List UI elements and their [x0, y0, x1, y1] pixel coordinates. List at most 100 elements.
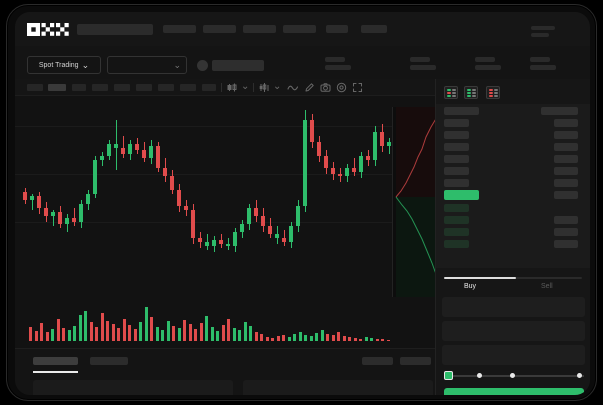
- chevron-down-icon: ⌄: [81, 59, 90, 70]
- order-total-input[interactable]: [442, 345, 585, 365]
- header-nav-item-2[interactable]: [203, 25, 236, 33]
- volume-bar: [298, 332, 302, 341]
- chevron-down-icon[interactable]: ⌄: [241, 81, 250, 92]
- candlestick-icon[interactable]: [227, 82, 238, 93]
- orderbook-bid-price[interactable]: [444, 204, 469, 212]
- orderbook-ask-price[interactable]: [444, 119, 469, 127]
- volume-bar: [238, 330, 241, 341]
- orderbook-ask-price[interactable]: [444, 131, 469, 139]
- indicators-icon[interactable]: [259, 82, 270, 93]
- header-nav-item-5[interactable]: [326, 25, 348, 33]
- bottom-panel-right[interactable]: [243, 380, 433, 395]
- tab-buy[interactable]: Buy: [464, 283, 477, 290]
- header-nav-item-3[interactable]: [243, 25, 276, 33]
- candle-body: [51, 212, 55, 216]
- volume-bar: [375, 339, 379, 341]
- orderbook-ask-price[interactable]: [444, 143, 469, 151]
- bottom-action-1[interactable]: [362, 357, 393, 365]
- stat-label-2: [410, 57, 430, 62]
- order-amount-input[interactable]: [442, 321, 585, 341]
- timeframe-8[interactable]: [180, 84, 196, 91]
- timeframe-1[interactable]: [27, 84, 43, 91]
- orderbook-bid-price[interactable]: [444, 228, 469, 236]
- submit-buy-button[interactable]: [444, 388, 584, 395]
- timeframe-2[interactable]: [48, 84, 66, 91]
- slider-handle[interactable]: [444, 371, 453, 380]
- header-search-box[interactable]: [77, 24, 153, 35]
- volume-bar: [62, 328, 65, 341]
- timeframe-7[interactable]: [158, 84, 174, 91]
- candle-body: [303, 120, 307, 206]
- orderbook-ask-price[interactable]: [444, 179, 469, 187]
- volume-bar: [386, 340, 390, 341]
- timeframe-4[interactable]: [92, 84, 108, 91]
- slider-mark-100[interactable]: [577, 373, 582, 378]
- order-book[interactable]: [436, 104, 590, 268]
- candle-body: [142, 150, 146, 158]
- volume-bar: [128, 325, 131, 341]
- candle-body: [282, 238, 286, 242]
- pencil-icon[interactable]: [304, 82, 315, 93]
- order-amount-slider[interactable]: [444, 371, 584, 381]
- bottom-action-2[interactable]: [400, 357, 431, 365]
- volume-bar: [40, 323, 43, 341]
- volume-bar: [216, 331, 219, 341]
- header-nav-item-4[interactable]: [283, 25, 316, 33]
- app-header: [15, 12, 590, 46]
- candle-wick: [354, 158, 355, 176]
- volume-bar: [166, 321, 170, 341]
- orderbook-bid-price[interactable]: [444, 240, 469, 248]
- candle-body: [79, 204, 83, 222]
- orderbook-ask-price[interactable]: [444, 167, 469, 175]
- camera-icon[interactable]: [320, 82, 331, 93]
- order-form: [436, 297, 590, 369]
- fullscreen-icon[interactable]: [352, 82, 363, 93]
- candle-body: [289, 226, 293, 242]
- volume-bar: [249, 326, 252, 341]
- volume-bar: [315, 333, 318, 341]
- chevron-down-icon[interactable]: ⌄: [273, 81, 282, 92]
- bottom-panel-left[interactable]: [33, 380, 233, 395]
- volume-bar: [139, 322, 142, 341]
- candle-body: [23, 192, 27, 200]
- candle-body: [149, 146, 153, 158]
- header-meta-line-1: [531, 26, 555, 30]
- candle-body: [128, 144, 132, 154]
- timeframe-3[interactable]: [72, 84, 86, 91]
- settings-icon[interactable]: [336, 82, 347, 93]
- bottom-tab-2[interactable]: [90, 357, 128, 365]
- volume-bar: [172, 326, 175, 341]
- orderbook-both-icon[interactable]: [444, 86, 458, 99]
- orderbook-bid-size: [554, 228, 578, 236]
- trading-pair-dropdown[interactable]: ⌄: [107, 56, 187, 74]
- candle-body: [156, 146, 160, 168]
- line-wave-icon[interactable]: [287, 82, 299, 93]
- timeframe-5[interactable]: [114, 84, 130, 91]
- slider-mark-25[interactable]: [477, 373, 482, 378]
- orderbook-ask-size: [554, 155, 578, 163]
- orderbook-depth-slider[interactable]: [444, 277, 582, 279]
- bottom-tab-1[interactable]: [33, 357, 78, 365]
- candle-body: [205, 242, 209, 246]
- header-nav-item-1[interactable]: [163, 25, 196, 33]
- orderbook-bids-icon[interactable]: [464, 86, 478, 99]
- slider-mark-50[interactable]: [510, 373, 515, 378]
- candle-body: [191, 210, 195, 238]
- depth-chart-overlay[interactable]: [392, 107, 443, 297]
- volume-bar: [188, 324, 192, 341]
- candle-body: [198, 238, 202, 242]
- orderbook-asks-icon[interactable]: [486, 86, 500, 99]
- orderbook-bid-price[interactable]: [444, 216, 469, 224]
- orderbook-ask-price[interactable]: [444, 155, 469, 163]
- price-chart[interactable]: [15, 96, 435, 266]
- market-type-dropdown[interactable]: Spot Trading ⌄: [27, 56, 101, 74]
- slider-track: [448, 375, 584, 377]
- order-price-input[interactable]: [442, 297, 585, 317]
- timeframe-9[interactable]: [202, 84, 216, 91]
- chevron-down-icon: ⌄: [173, 59, 181, 70]
- candle-body: [170, 176, 174, 190]
- candle-body: [65, 218, 69, 224]
- header-account-chip[interactable]: [361, 25, 387, 33]
- timeframe-6[interactable]: [136, 84, 152, 91]
- tab-sell[interactable]: Sell: [541, 283, 553, 290]
